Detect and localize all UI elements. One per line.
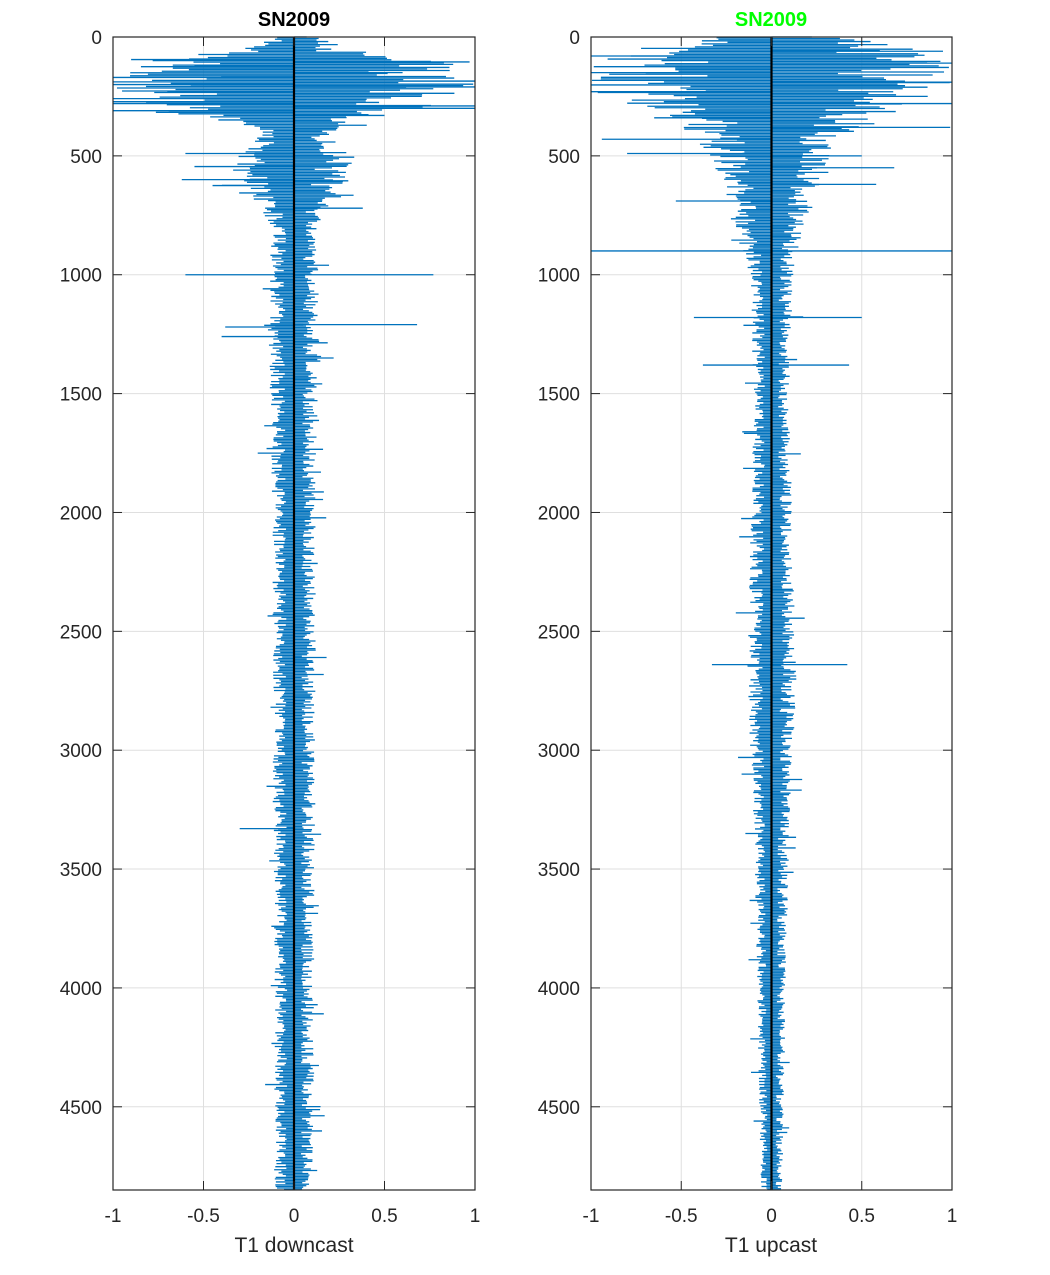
x-tick-label: 1 bbox=[470, 1206, 481, 1227]
x-axis-label: T1 upcast bbox=[725, 1234, 817, 1257]
y-tick-label: 4000 bbox=[60, 979, 102, 1000]
y-tick-label: 4500 bbox=[60, 1098, 102, 1119]
y-tick-label: 0 bbox=[91, 28, 102, 49]
y-tick-label: 2000 bbox=[60, 503, 102, 524]
x-tick-label: 0.5 bbox=[371, 1206, 397, 1227]
y-tick-label: 1000 bbox=[538, 266, 580, 287]
x-tick-label: -0.5 bbox=[187, 1206, 220, 1227]
x-tick-label: 1 bbox=[947, 1206, 958, 1227]
data-series bbox=[113, 36, 475, 1191]
y-tick-label: 3000 bbox=[538, 741, 580, 762]
chart-title: SN2009 bbox=[735, 9, 807, 31]
y-tick-label: 2500 bbox=[60, 622, 102, 643]
x-tick-label: -0.5 bbox=[665, 1206, 698, 1227]
y-tick-label: 3500 bbox=[60, 860, 102, 881]
y-tick-label: 500 bbox=[70, 147, 102, 168]
x-tick-label: -1 bbox=[583, 1206, 600, 1227]
x-tick-label: -1 bbox=[105, 1206, 122, 1227]
y-tick-label: 4000 bbox=[538, 979, 580, 1000]
y-tick-label: 500 bbox=[548, 147, 580, 168]
x-tick-label: 0 bbox=[289, 1206, 300, 1227]
y-tick-label: 0 bbox=[569, 28, 580, 49]
upcast-panel: -1 -0.5 0 0.5 1 0 500 1000 1500 2000 2500 3000 3500 4… bbox=[538, 9, 958, 1257]
y-tick-label: 1500 bbox=[60, 385, 102, 406]
y-tick-label: 2500 bbox=[538, 622, 580, 643]
y-tick-label: 2000 bbox=[538, 503, 580, 524]
y-tick-label: 1000 bbox=[60, 266, 102, 287]
y-tick-label: 4500 bbox=[538, 1098, 580, 1119]
chart-title: SN2009 bbox=[258, 9, 330, 31]
y-tick-label: 3500 bbox=[538, 860, 580, 881]
y-tick-label: 3000 bbox=[60, 741, 102, 762]
y-tick-label: 1500 bbox=[538, 385, 580, 406]
x-tick-label: 0 bbox=[766, 1206, 777, 1227]
downcast-panel: -1 -0.5 0 0.5 1 0 500 1000 1500 2000 2500 3000 3500 4… bbox=[60, 9, 481, 1257]
x-tick-label: 0.5 bbox=[849, 1206, 875, 1227]
x-axis-label: T1 downcast bbox=[234, 1234, 353, 1257]
